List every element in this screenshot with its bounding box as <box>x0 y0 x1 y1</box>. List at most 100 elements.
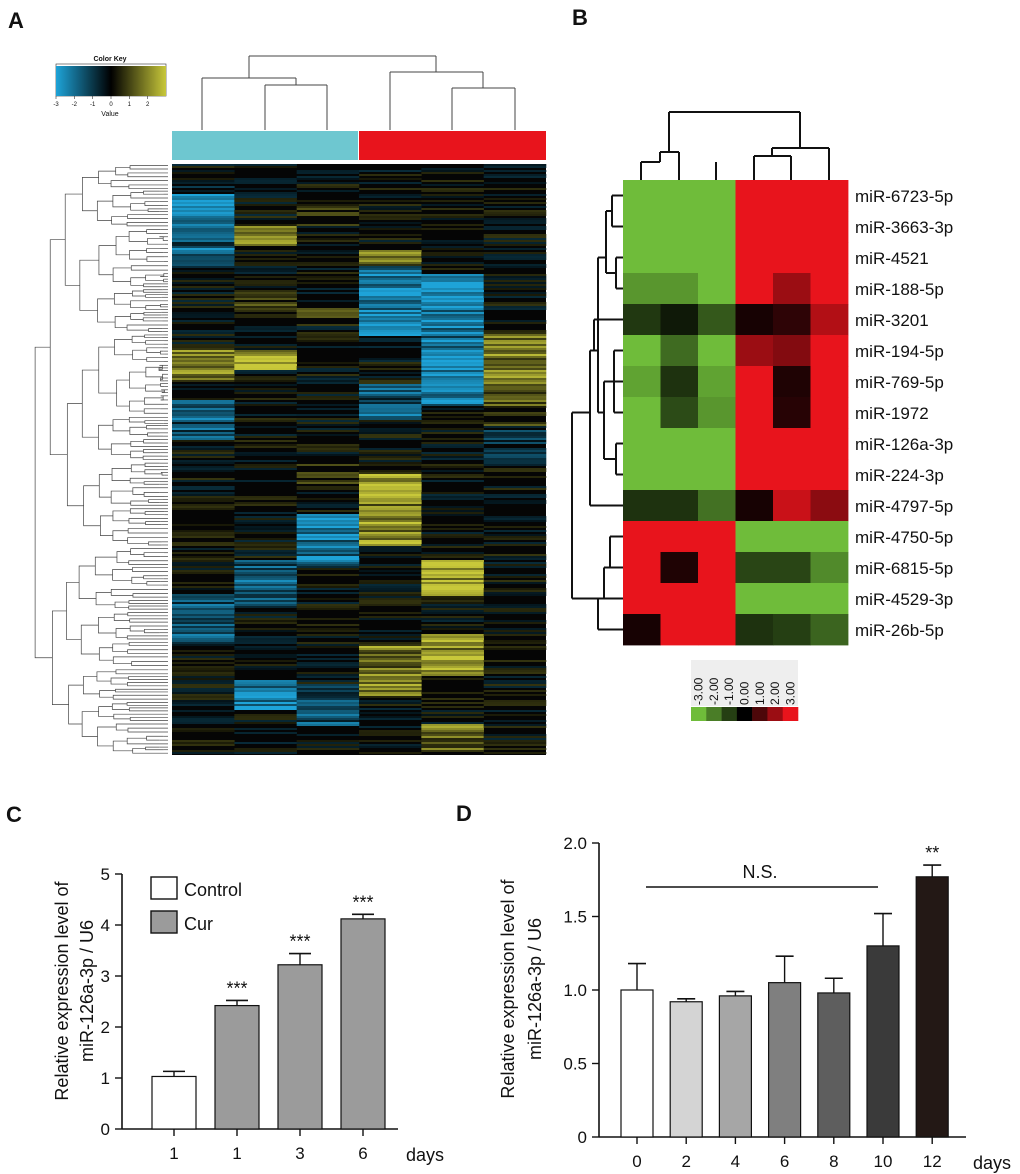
heatmap-a-cell <box>234 212 297 214</box>
heatmap-b-cell <box>660 490 699 522</box>
heatmap-b-cell <box>810 211 849 243</box>
heatmap-a-cell <box>359 604 422 606</box>
heatmap-a-cell <box>421 712 484 714</box>
heatmap-a-cell <box>359 322 422 324</box>
heatmap-a-cell <box>172 586 235 588</box>
heatmap-a-cell <box>172 470 235 472</box>
heatmap-a-cell <box>296 502 360 504</box>
heatmap-a-cell <box>359 406 422 408</box>
heatmap-a-cell <box>172 556 235 558</box>
heatmap-a-cell <box>421 480 484 482</box>
heatmap-a-cell <box>421 214 484 216</box>
heatmap-a-cell <box>234 596 297 598</box>
heatmap-a-cell <box>359 676 422 678</box>
heatmap-a-cell <box>296 706 360 708</box>
heatmap-a-cell <box>483 666 547 668</box>
heatmap-a-cell <box>359 682 422 684</box>
heatmap-a-cell <box>359 666 422 668</box>
heatmap-a-cell <box>421 600 484 602</box>
heatmap-a-cell <box>359 636 422 638</box>
heatmap-a-cell <box>359 318 422 320</box>
heatmap-a-cell <box>483 690 547 692</box>
dendrogram-branch <box>132 487 150 495</box>
column-dendrogram-b <box>640 111 830 180</box>
heatmap-a-cell <box>359 564 422 566</box>
heatmap-a-cell <box>359 496 422 498</box>
heatmap-a-cell <box>421 364 484 366</box>
heatmap-b-cell <box>810 490 849 522</box>
heatmap-a-cell <box>421 636 484 638</box>
heatmap-a-cell <box>359 368 422 370</box>
heatmap-a-cell <box>359 378 422 380</box>
heatmap-a-cell <box>172 200 235 202</box>
heatmap-a-cell <box>359 292 422 294</box>
heatmap-a-cell <box>421 362 484 364</box>
heatmap-a-cell <box>172 234 235 236</box>
dendrogram-branch <box>130 440 150 447</box>
heatmap-a-cell <box>359 222 422 224</box>
dendrogram-branch <box>158 367 164 371</box>
heatmap-a-cell <box>483 194 547 196</box>
dendrogram-branch <box>146 735 164 741</box>
heatmap-a-cell <box>296 680 360 682</box>
heatmap-a-cell <box>172 432 235 434</box>
dendrogram-branch <box>131 661 150 666</box>
heatmap-a-cell <box>421 556 484 558</box>
heatmap-a-cell <box>421 626 484 628</box>
heatmap-a-cell <box>234 234 297 236</box>
heatmap-a-cell <box>172 460 235 462</box>
heatmap-a-cell <box>359 324 422 326</box>
heatmap-a-cell <box>483 460 547 462</box>
heatmap-a-cell <box>421 398 484 400</box>
dendrogram-branch <box>81 369 99 438</box>
heatmap-a-cell <box>483 286 547 288</box>
heatmap-a-cell <box>483 242 547 244</box>
heatmap-a-cell <box>359 472 422 474</box>
heatmap-a-cell <box>359 644 422 646</box>
heatmap-a-cell <box>172 440 235 442</box>
dendrogram-branch <box>144 334 165 338</box>
heatmap-a-cell <box>483 354 547 356</box>
heatmap-a-cell <box>483 348 547 350</box>
heatmap-a-cell <box>234 452 297 454</box>
heatmap-a-cell <box>421 314 484 316</box>
heatmap-a-cell <box>296 544 360 546</box>
panel-letter-d: D <box>456 801 472 826</box>
heatmap-a-cell <box>234 202 297 204</box>
heatmap-a-cell <box>483 210 547 212</box>
heatmap-a-cell <box>359 584 422 586</box>
heatmap-a-cell <box>359 276 422 278</box>
x-axis-label-c: days <box>406 1145 444 1165</box>
heatmap-a-cell <box>234 350 297 352</box>
heatmap-b-cell <box>735 428 774 460</box>
heatmap-b-cell <box>735 242 774 274</box>
heatmap-a-cell <box>483 264 547 266</box>
dendrogram-branch <box>130 192 150 199</box>
heatmap-a-cell <box>359 598 422 600</box>
heatmap-a-cell <box>421 592 484 594</box>
heatmap-a-cell <box>172 728 235 730</box>
heatmap-b-cell <box>810 335 849 367</box>
heatmap-a-cell <box>234 188 297 190</box>
heatmap-a-cell <box>359 654 422 656</box>
heatmap-a-cell <box>296 526 360 528</box>
heatmap-a-cell <box>421 432 484 434</box>
panel-letter-a: A <box>8 8 24 33</box>
heatmap-a-cell <box>172 204 235 206</box>
color-key-tick-label: -1 <box>90 102 96 108</box>
heatmap-a-cell <box>421 342 484 344</box>
heatmap-a-cell <box>483 396 547 398</box>
dendrogram-branch <box>143 492 165 497</box>
y-tick-label-c: 5 <box>101 865 110 884</box>
heatmap-a-cell <box>296 450 360 452</box>
heatmap-b-cell <box>773 242 811 274</box>
heatmap-a-cell <box>296 464 360 466</box>
heatmap-a-cell <box>421 256 484 258</box>
heatmap-a-cell <box>234 180 297 182</box>
heatmap-a-cell <box>234 266 297 268</box>
heatmap-a-cell <box>483 304 547 306</box>
heatmap-a-cell <box>296 272 360 274</box>
heatmap-a-cell <box>172 478 235 480</box>
heatmap-a-cell <box>359 330 422 332</box>
heatmap-a-cell <box>172 650 235 652</box>
